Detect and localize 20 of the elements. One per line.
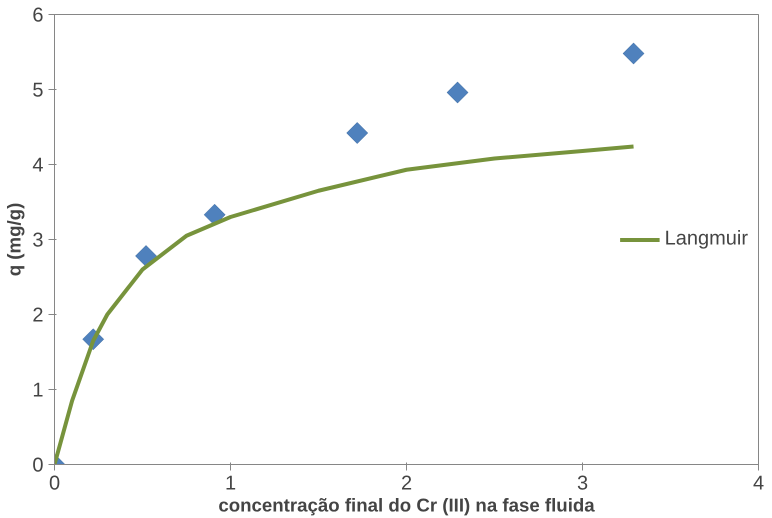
x-tick-label: 0 [48,472,60,494]
y-tick-label: 6 [32,4,44,26]
x-tick-label: 3 [576,472,588,494]
point [446,82,468,104]
y-tick-label: 3 [32,230,44,252]
x-tick-label: 2 [400,472,412,494]
y-tick-label: 1 [32,380,44,402]
y-tick-label: 2 [32,304,44,326]
x-tick-label: 1 [224,472,236,494]
point [622,42,644,64]
y-tick-label: 4 [32,154,44,176]
y-axis-title: q (mg/g) [3,202,24,276]
line-series [54,144,636,464]
y-tick-label: 5 [32,80,44,102]
legend-label: Langmuir [664,228,748,250]
x-axis-title: concentração final do Cr (III) na fase fluida [218,494,596,516]
y-tick-label: 0 [32,454,44,476]
point [135,245,157,267]
x-tick-label: 4 [752,472,764,494]
point [346,122,368,144]
